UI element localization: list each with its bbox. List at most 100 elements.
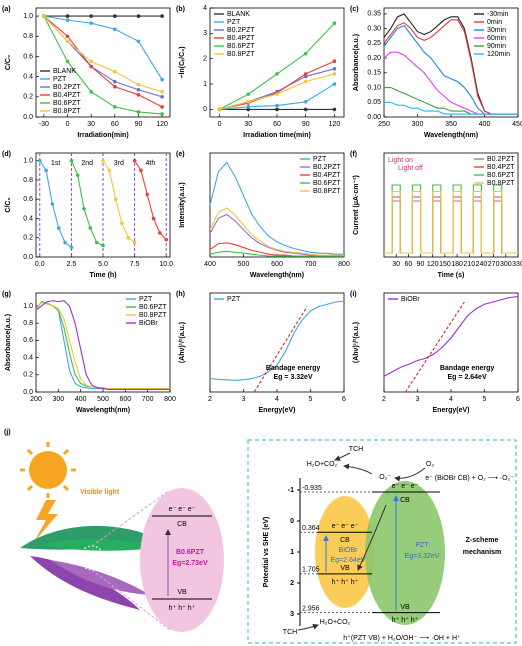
y-tick-label: 0 [203,106,207,113]
panel-label: (e) [176,151,185,158]
x-tick-label: 270 [488,261,500,268]
x-tick-label: 3 [416,396,420,403]
data-point [69,158,74,163]
equation: h⁺(PZT VB) + H₂O/OH⁻ ⟶ ·OH + H⁺ [343,635,461,642]
y-tick-label: 0.0 [23,254,33,261]
y-tick-label: 0.8 [23,177,33,184]
data-point [56,226,61,230]
scheme-label: mechanism [463,549,502,556]
series-line [70,160,104,246]
legend-label: B0.2PZT [313,164,341,171]
series-line [384,200,518,254]
y-tick-label: 0.2 [23,372,33,379]
y-axis-label: Current (μA·cm⁻²) [353,175,360,235]
y-tick-label: 1.0 [23,303,33,310]
y-tick-label: 0.4 [23,73,33,80]
pzt-band [365,481,445,625]
holes: h⁺ h⁺ h⁺ [332,579,359,586]
series-line [404,301,465,393]
cb-label: CB [400,497,410,504]
legend-label: PZT [139,296,153,303]
x-tick-label: 300 [52,396,64,403]
y-tick-label: 0.6 [23,196,33,203]
data-point [89,21,93,25]
data-point [164,237,169,242]
y-tick-label: 1 [203,81,207,88]
data-point [246,99,251,104]
legend-label: 90min [487,43,506,50]
data-point [246,107,251,112]
series-line [43,15,163,115]
series-line [102,160,135,243]
y-tick-label: 3 [203,30,207,37]
data-point [136,39,141,44]
leaves [20,525,160,610]
data-point [94,240,99,245]
panel-label: (c) [350,6,359,13]
annotation: Bandage energy [266,365,321,372]
x-tick-label: 300 [500,261,512,268]
data-point [113,27,117,31]
reaction-arrow [343,463,373,475]
plot-frame [35,7,171,118]
radical: ·O₂⁻ [377,474,391,481]
data-point [136,87,141,92]
sun [20,442,76,498]
x-tick-label: 600 [119,396,131,403]
series-line [384,190,518,254]
x-tick-label: 0 [218,121,222,128]
legend-label: B0.6PZT [227,43,255,50]
series-line [209,161,344,255]
data-point [42,14,46,18]
data-point [332,107,337,112]
data-point [65,18,70,22]
y-tick-label: 0.15 [367,70,381,77]
light-label: Visible light [80,489,120,496]
data-point [132,158,137,163]
x-tick-label: 450 [512,121,522,128]
legend-label: B0.4PZT [227,35,255,42]
data-point [303,107,308,112]
y-tick-label: 0.25 [367,40,381,47]
data-point [160,112,164,116]
x-tick-label: 400 [479,121,491,128]
data-point [65,34,70,39]
legend-label: -30min [487,11,509,18]
legend-label: B0.6PZT [487,172,515,179]
legend-label: B0.6PZT [313,180,341,187]
series-line [384,86,518,115]
level-label: 0.364 [302,525,320,532]
x-tick-label: 3 [242,396,246,403]
data-point [160,14,164,18]
electrons: e⁻ e⁻ e⁻ [392,483,419,490]
y-tick-label: 0.20 [367,55,381,62]
x-tick-label: 10.0 [159,261,173,268]
y-tick-label: 0.10 [367,84,381,91]
y-axis-label: (Ahν)¹/²(a.u.) [179,322,186,363]
x-tick-label: 700 [142,396,154,403]
x-tick-label: 240 [476,261,488,268]
panel-label: (d) [2,151,11,158]
y-tick-label: 0.8 [23,320,33,327]
x-tick-label: 5.0 [98,261,108,268]
series-line [384,184,518,254]
data-point [50,202,55,206]
x-tick-label: 210 [463,261,475,268]
x-tick-label: 5 [309,396,313,403]
y-axis-label: Absorbance(a.u.) [353,34,360,91]
x-tick-label: 90 [302,121,310,128]
equation: e⁻ (BiOBr CB) + O₂ ⟶ ·O₂⁻ [425,475,514,482]
data-point [303,99,308,104]
data-point [303,79,308,84]
legend-label: 30min [487,27,506,34]
data-point [101,243,105,248]
data-point [136,110,141,114]
data-point [151,216,156,221]
data-point [160,89,164,94]
data-point [113,79,117,84]
data-point [332,67,337,71]
legend-label: PZT [313,156,327,163]
band-gap: Eg=2.73eV [172,560,208,567]
data-point [89,64,93,69]
annotation: Light off [398,165,423,172]
